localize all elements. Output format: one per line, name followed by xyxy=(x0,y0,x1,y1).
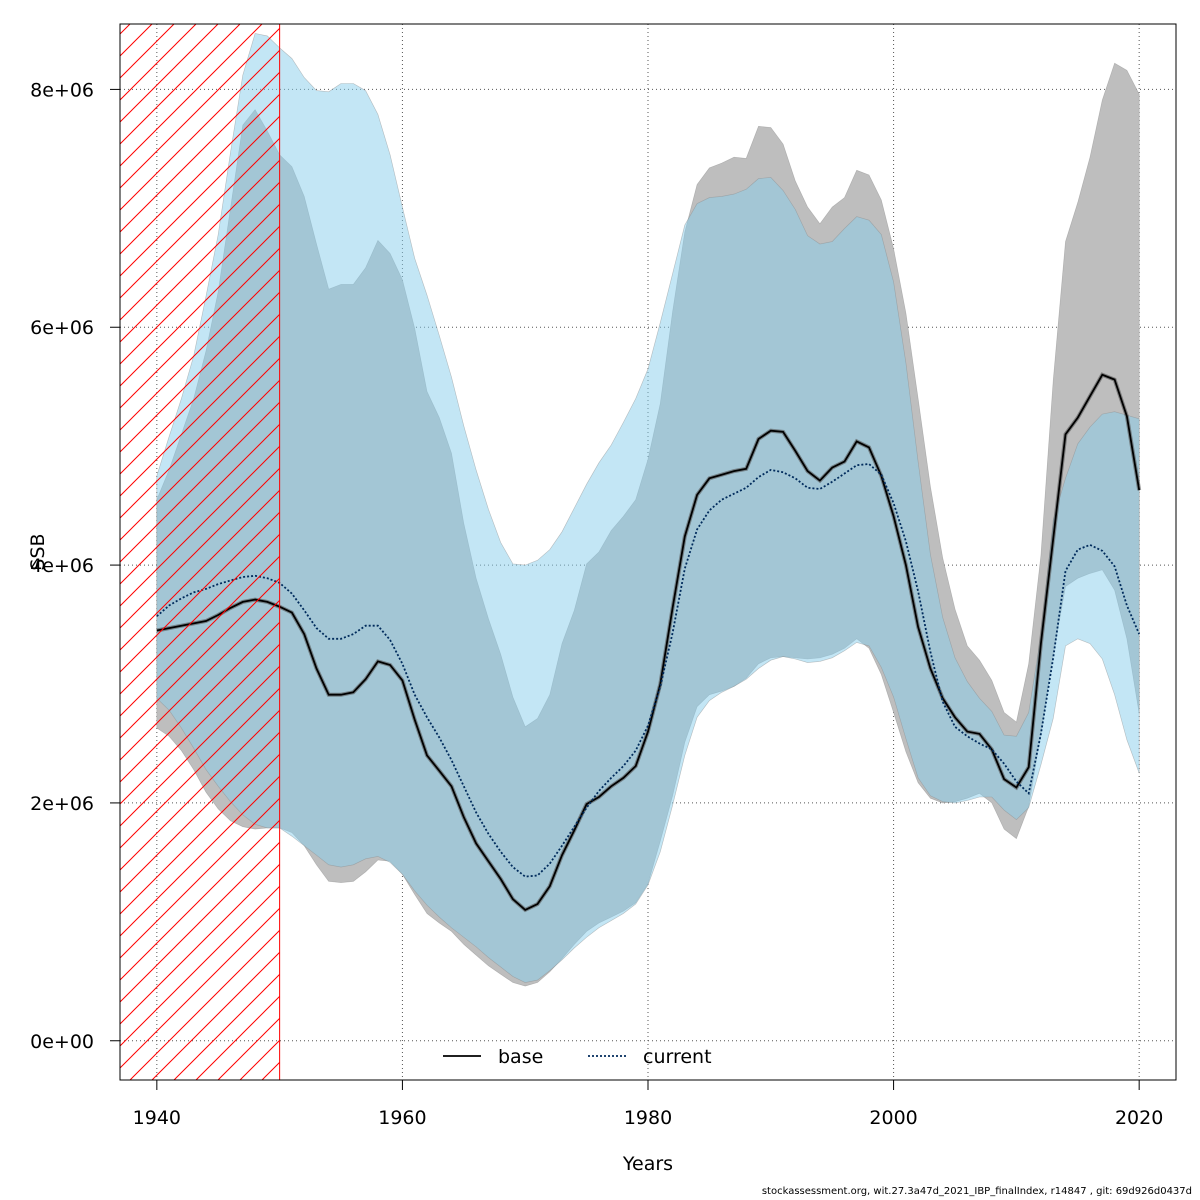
y-tick-label: 4e+06 xyxy=(30,555,94,577)
x-tick-label: 1980 xyxy=(624,1107,672,1129)
hatched-burn-in-region xyxy=(119,23,281,1081)
y-tick-label: 2e+06 xyxy=(30,793,94,815)
x-axis-title: Years xyxy=(622,1153,673,1175)
x-tick-label: 2020 xyxy=(1115,1107,1163,1129)
confidence-band-current xyxy=(156,33,1140,983)
y-tick-label: 8e+06 xyxy=(30,79,94,101)
y-axis: 0e+00 2e+06 4e+06 6e+06 8e+06 xyxy=(30,79,121,1053)
legend: base current xyxy=(443,1046,712,1068)
y-tick-label: 6e+06 xyxy=(30,317,94,339)
series-line-base xyxy=(156,373,1141,911)
x-tick-label: 2000 xyxy=(869,1107,917,1129)
x-tick-label: 1940 xyxy=(133,1107,181,1129)
hatched-region xyxy=(119,23,281,1081)
legend-label-current: current xyxy=(643,1046,712,1068)
confidence-bands xyxy=(156,33,1140,987)
series-lines xyxy=(156,372,1142,913)
footer-credit: stockassessment.org, wit.27.3a47d_2021_I… xyxy=(761,1186,1192,1197)
y-axis-title: SSB xyxy=(27,533,49,570)
legend-label-base: base xyxy=(498,1046,543,1068)
x-tick-label: 1960 xyxy=(378,1107,426,1129)
x-axis: 1940 1960 1980 2000 2020 xyxy=(133,1079,1163,1129)
y-tick-label: 0e+00 xyxy=(30,1031,94,1053)
series-line-current xyxy=(156,463,1141,878)
